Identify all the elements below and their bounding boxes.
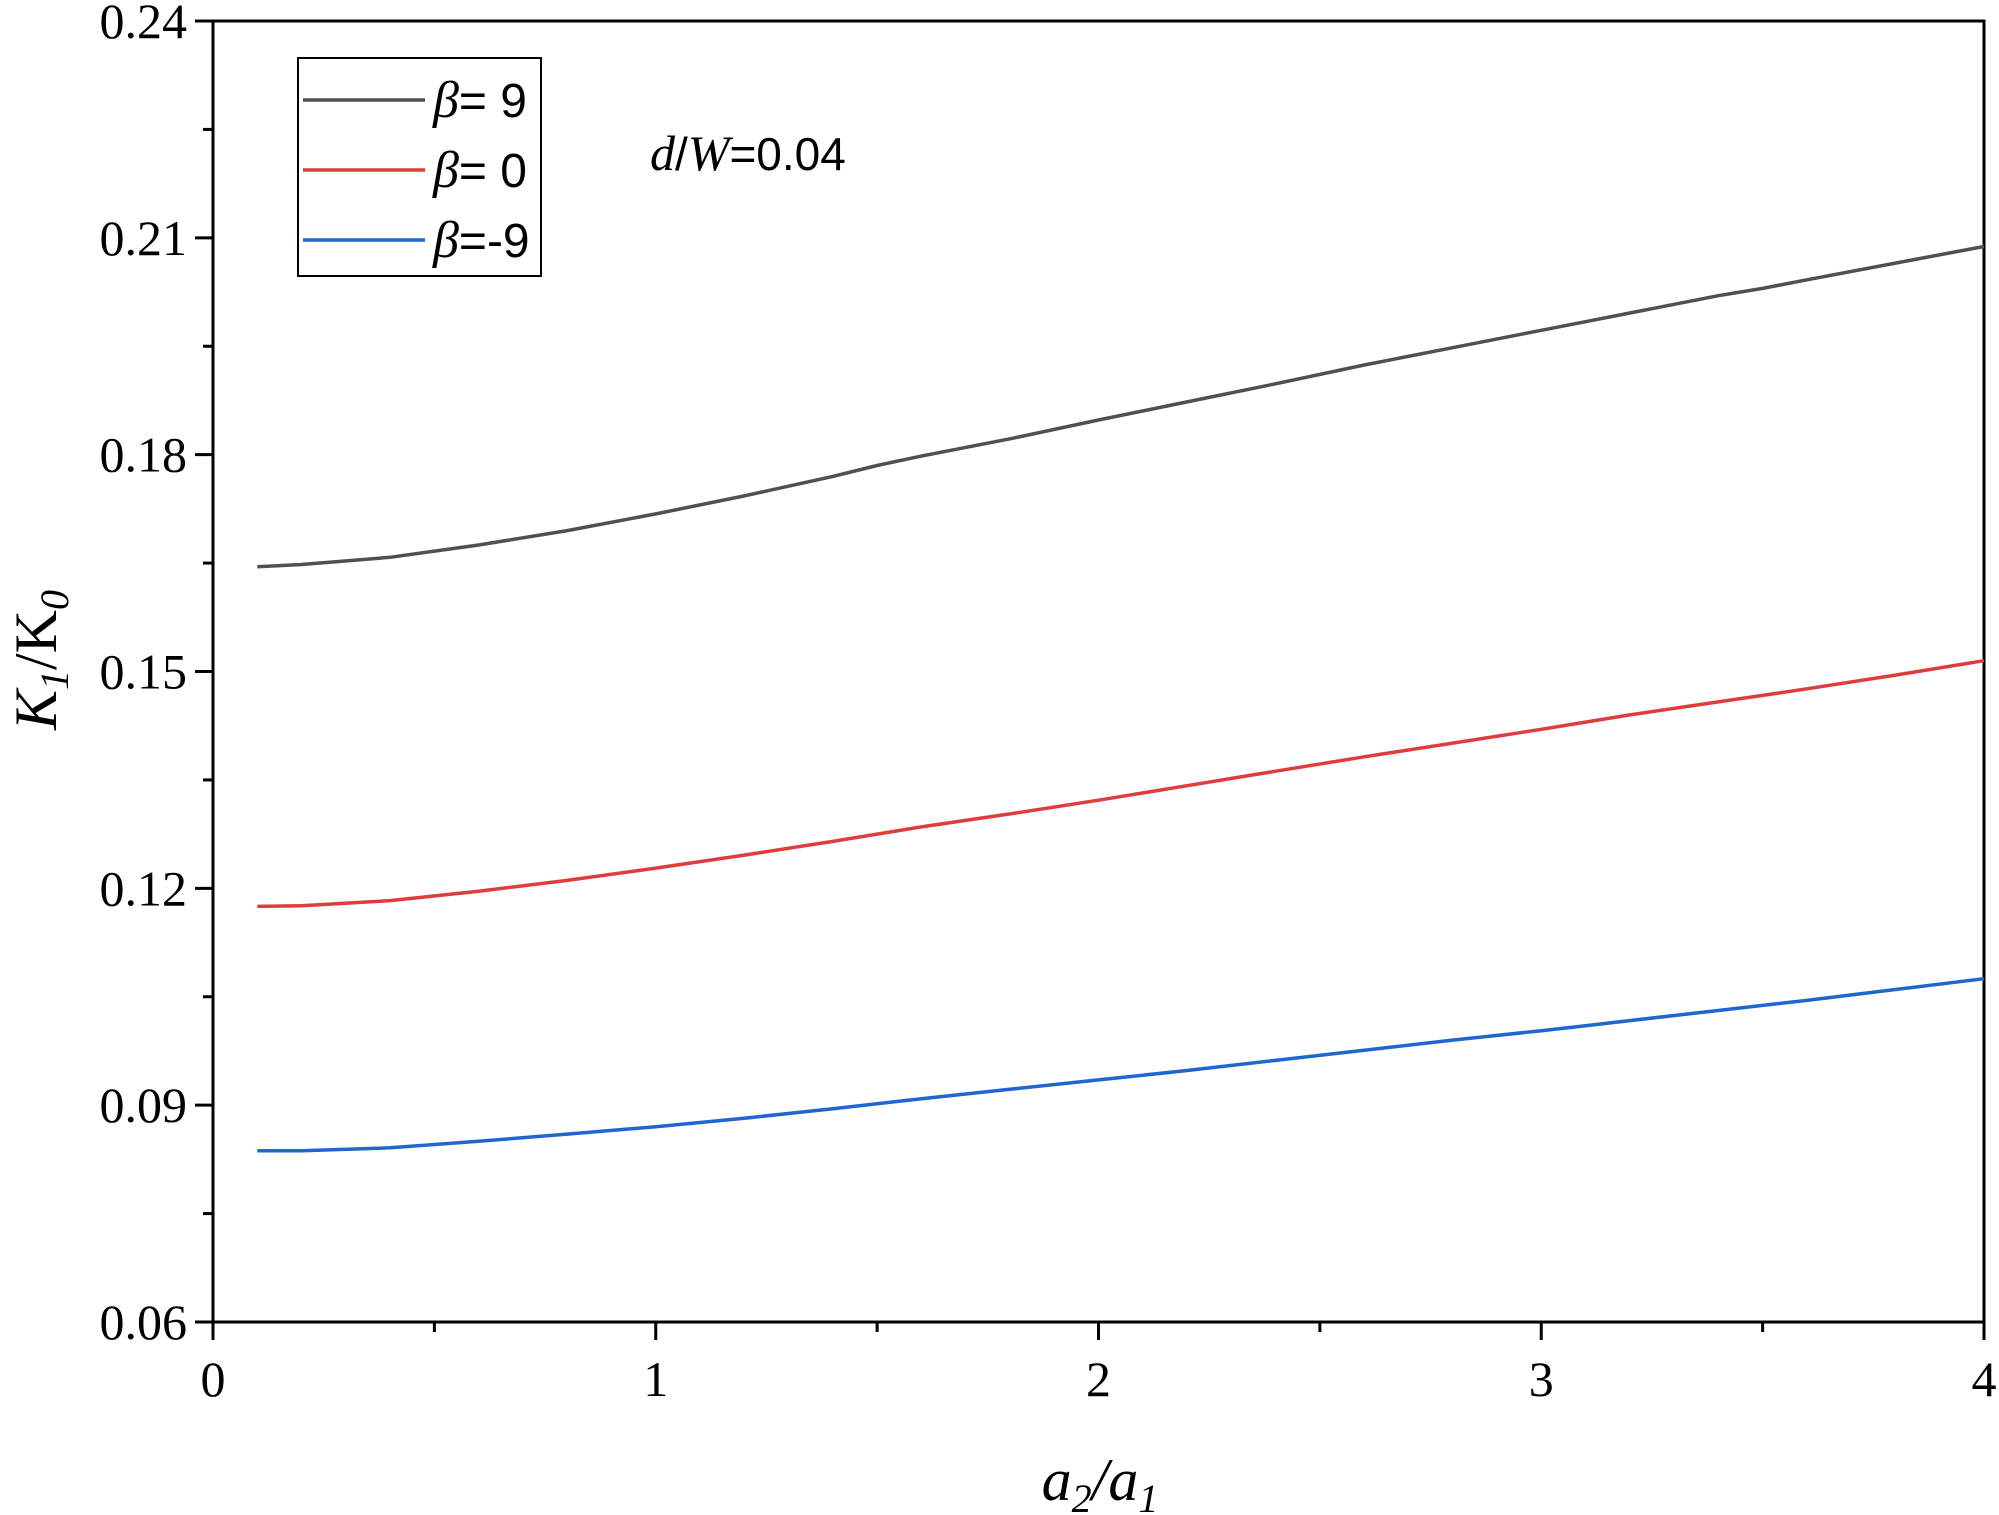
legend-label-1: β= 0 [432, 142, 527, 199]
legend-items: β= 9 β= 0 β=-9 [303, 72, 530, 269]
y-tick-label: 0.18 [100, 427, 188, 483]
x-tick-label: 4 [1972, 1351, 1997, 1407]
tick-label-layer: 0.06 0.09 0.12 0.15 0.18 0.21 0.24 0 1 2 3 4 [100, 0, 1997, 1407]
y-tick-label: 0.21 [100, 210, 188, 266]
series-line-0 [257, 244, 1985, 569]
plot-area: 0.06 0.09 0.12 0.15 0.18 0.21 0.24 0 1 2 3 4 [100, 0, 1997, 1407]
series-line-1 [257, 658, 1985, 909]
y-tick-label: 0.15 [100, 644, 188, 700]
y-tick-label: 0.09 [100, 1077, 188, 1133]
legend: β= 9 β= 0 β=-9 [297, 57, 542, 277]
annotation-text: d/W=0.04 [650, 125, 846, 181]
legend-label-0: β= 9 [432, 72, 527, 129]
series-line-2 [257, 976, 1985, 1153]
series-layer [257, 244, 1985, 1153]
y-tick-label: 0.24 [100, 0, 188, 49]
legend-label-2: β=-9 [432, 212, 530, 269]
x-tick-label: 0 [201, 1351, 226, 1407]
y-tick-label: 0.06 [100, 1294, 188, 1350]
x-tick-label: 2 [1086, 1351, 1111, 1407]
y-axis-title: K1/K0 [3, 590, 77, 731]
y-tick-label: 0.12 [100, 860, 188, 916]
tick-layer [195, 19, 1986, 1340]
x-tick-label: 3 [1529, 1351, 1554, 1407]
x-tick-label: 1 [643, 1351, 668, 1407]
x-axis-title: a2/a1 [1042, 1447, 1159, 1515]
